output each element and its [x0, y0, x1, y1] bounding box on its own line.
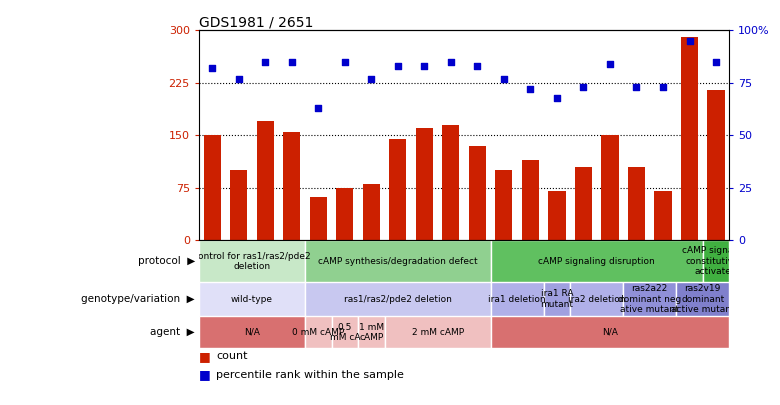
Point — [259, 59, 271, 65]
Point — [577, 84, 590, 90]
Text: 2 mM cAMP: 2 mM cAMP — [412, 328, 463, 337]
Text: ras2v19
dominant
active mutant: ras2v19 dominant active mutant — [671, 284, 735, 314]
Bar — [654, 192, 672, 241]
Text: ras2a22
dominant neg
ative mutant: ras2a22 dominant neg ative mutant — [618, 284, 682, 314]
Point — [683, 38, 696, 44]
Text: GDS1981 / 2651: GDS1981 / 2651 — [199, 15, 314, 29]
Text: 0 mM cAMP: 0 mM cAMP — [292, 328, 344, 337]
Text: 1 mM
cAMP: 1 mM cAMP — [359, 322, 384, 342]
Point — [392, 63, 404, 69]
Point — [604, 61, 616, 67]
Bar — [548, 192, 565, 241]
Bar — [628, 167, 645, 241]
Text: control for ras1/ras2/pde2
deletion: control for ras1/ras2/pde2 deletion — [193, 252, 310, 271]
Bar — [385, 316, 491, 348]
Bar — [570, 282, 623, 316]
Bar — [491, 241, 703, 282]
Text: ira2 deletion: ira2 deletion — [568, 294, 626, 304]
Text: N/A: N/A — [602, 328, 618, 337]
Text: protocol  ▶: protocol ▶ — [138, 256, 195, 266]
Bar — [544, 282, 570, 316]
Bar — [469, 146, 486, 241]
Text: wild-type: wild-type — [231, 294, 273, 304]
Text: count: count — [216, 352, 247, 361]
Bar — [416, 128, 433, 241]
Text: ira1 deletion: ira1 deletion — [488, 294, 546, 304]
Bar — [623, 282, 676, 316]
Point — [471, 63, 484, 69]
Point — [312, 105, 324, 111]
Bar — [389, 139, 406, 241]
Bar — [707, 90, 725, 241]
Bar — [310, 197, 327, 241]
Point — [657, 84, 669, 90]
Bar — [601, 135, 619, 241]
Bar — [305, 241, 491, 282]
Bar — [442, 125, 459, 241]
Point — [630, 84, 643, 90]
Point — [418, 63, 431, 69]
Text: percentile rank within the sample: percentile rank within the sample — [216, 370, 404, 379]
Point — [206, 65, 218, 71]
Bar — [363, 184, 380, 241]
Text: cAMP signaling disruption: cAMP signaling disruption — [538, 257, 655, 266]
Bar — [703, 241, 729, 282]
Point — [339, 59, 351, 65]
Point — [365, 75, 378, 82]
Bar — [283, 132, 300, 241]
Point — [285, 59, 298, 65]
Bar — [199, 282, 305, 316]
Point — [524, 86, 537, 92]
Point — [551, 94, 563, 101]
Bar — [199, 316, 305, 348]
Bar — [676, 282, 729, 316]
Bar — [491, 282, 544, 316]
Bar — [495, 171, 512, 241]
Text: agent  ▶: agent ▶ — [151, 327, 195, 337]
Bar — [230, 171, 247, 241]
Text: cAMP signaling
constitutively
activated: cAMP signaling constitutively activated — [682, 246, 750, 276]
Bar — [681, 37, 698, 241]
Bar — [336, 188, 353, 241]
Text: N/A: N/A — [244, 328, 260, 337]
Text: genotype/variation  ▶: genotype/variation ▶ — [81, 294, 195, 304]
Point — [710, 59, 722, 65]
Bar — [332, 316, 358, 348]
Text: cAMP synthesis/degradation defect: cAMP synthesis/degradation defect — [318, 257, 477, 266]
Text: ira1 RA
mutant: ira1 RA mutant — [541, 290, 573, 309]
Bar — [358, 316, 385, 348]
Text: 0.5
mM cA: 0.5 mM cA — [329, 322, 360, 342]
Bar — [199, 241, 305, 282]
Text: ■: ■ — [199, 368, 211, 381]
Text: ■: ■ — [199, 350, 211, 363]
Bar — [575, 167, 592, 241]
Bar — [522, 160, 539, 241]
Bar — [257, 122, 274, 241]
Bar — [204, 135, 221, 241]
Text: ras1/ras2/pde2 deletion: ras1/ras2/pde2 deletion — [344, 294, 452, 304]
Bar — [491, 316, 729, 348]
Bar — [305, 282, 491, 316]
Point — [445, 59, 457, 65]
Bar — [305, 316, 332, 348]
Point — [498, 75, 510, 82]
Point — [232, 75, 245, 82]
